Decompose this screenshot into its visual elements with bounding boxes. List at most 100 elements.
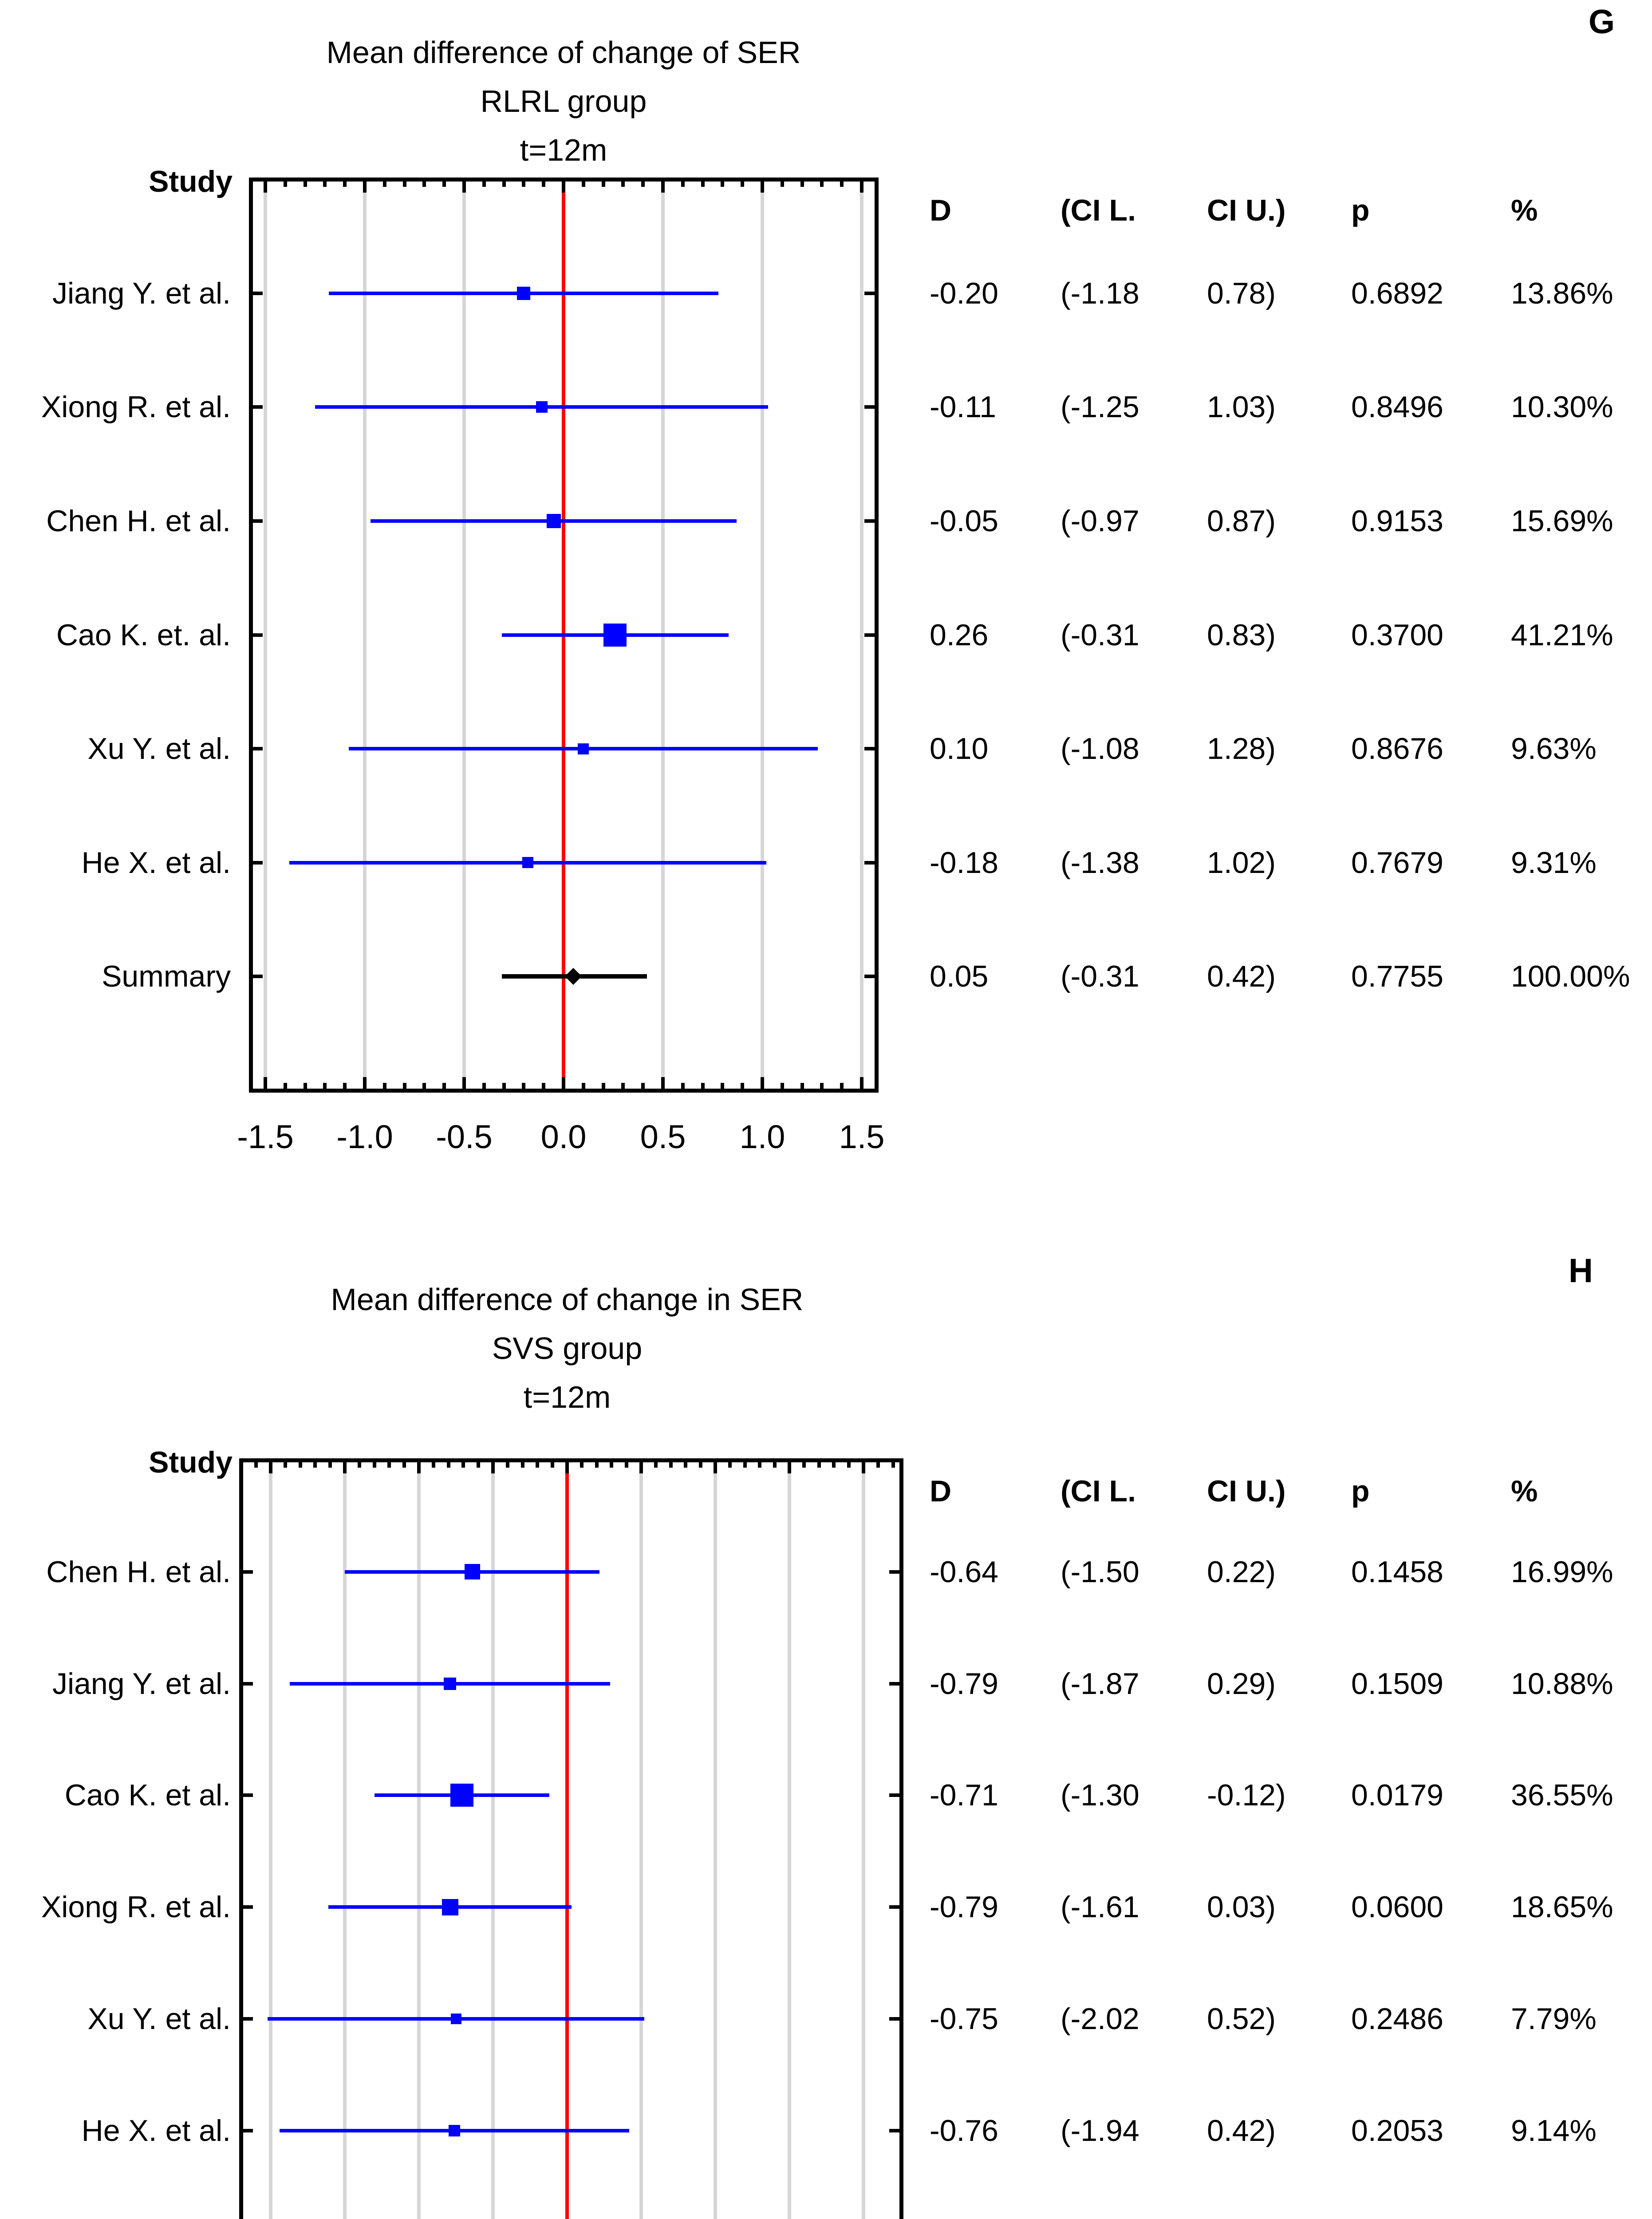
x-axis-major-tick <box>462 1077 466 1089</box>
x-axis-minor-tick <box>328 1462 332 1468</box>
row-tick-right <box>889 1793 901 1797</box>
x-axis-minor-tick <box>581 181 585 187</box>
x-axis-major-tick <box>862 1462 865 1473</box>
effect-marker <box>450 2013 461 2024</box>
effect-marker <box>444 1677 457 1690</box>
major-gridline <box>761 181 764 1089</box>
x-axis-minor-tick <box>780 181 784 187</box>
row-tick-right <box>889 2017 901 2021</box>
table-cell: 9.14% <box>1511 2113 1597 2148</box>
panel-h-title-line-2: SVS group <box>492 1331 643 1366</box>
panel-letter-g: G <box>1589 3 1615 41</box>
table-cell: (-1.87 <box>1061 1666 1139 1701</box>
effect-marker <box>464 1564 480 1580</box>
panel-h-study-column-header: Study <box>149 1445 233 1479</box>
x-axis-minor-tick <box>522 181 526 187</box>
x-axis-minor-tick <box>601 1083 605 1089</box>
major-gridline <box>343 1462 347 2219</box>
x-axis-minor-tick <box>698 1462 702 1468</box>
x-axis-minor-tick <box>343 1083 347 1089</box>
table-cell: 41.21% <box>1511 618 1613 652</box>
effect-marker <box>603 623 627 647</box>
major-gridline <box>862 1462 865 2219</box>
x-axis-minor-tick <box>773 1462 777 1468</box>
x-axis-major-tick <box>363 181 367 193</box>
row-tick-right <box>889 1682 901 1686</box>
table-cell: -0.20 <box>930 276 998 310</box>
plot-frame <box>249 178 879 1093</box>
panel-h-header-p: p <box>1351 1474 1370 1508</box>
major-gridline <box>269 1462 272 2219</box>
major-gridline <box>363 181 367 1089</box>
x-axis-major-tick <box>462 181 466 193</box>
table-cell: 0.6892 <box>1351 276 1443 310</box>
row-tick-left <box>241 1793 253 1797</box>
x-axis-minor-tick <box>313 1462 317 1468</box>
x-axis-minor-tick <box>542 1083 546 1089</box>
table-cell: 1.02) <box>1207 845 1276 880</box>
effect-marker <box>449 2124 461 2136</box>
x-axis-minor-tick <box>382 181 386 187</box>
table-cell: -0.64 <box>930 1555 998 1589</box>
table-cell: 0.1458 <box>1351 1555 1443 1589</box>
table-cell: 0.2486 <box>1351 2002 1443 2036</box>
x-axis-minor-tick <box>800 181 804 187</box>
x-axis-major-tick <box>761 181 764 193</box>
x-axis-minor-tick <box>442 1083 446 1089</box>
table-cell: (-1.18 <box>1061 276 1139 310</box>
table-cell: 0.03) <box>1207 1890 1276 1924</box>
x-axis-minor-tick <box>621 181 625 187</box>
table-cell: 0.42) <box>1207 959 1276 994</box>
x-axis-minor-tick <box>876 1462 880 1468</box>
x-axis-minor-tick <box>542 181 546 187</box>
row-tick-right <box>864 747 876 751</box>
x-axis-major-tick <box>788 1462 791 1473</box>
x-axis-minor-tick <box>728 1462 732 1468</box>
study-label: Jiang Y. et al. <box>52 276 231 310</box>
x-axis-minor-tick <box>402 181 406 187</box>
table-cell: -0.76 <box>930 2113 998 2148</box>
x-axis-minor-tick <box>402 1083 406 1089</box>
x-axis-minor-tick <box>536 1462 540 1468</box>
x-axis-minor-tick <box>580 1462 584 1468</box>
x-axis-minor-tick <box>387 1462 391 1468</box>
x-axis-minor-tick <box>323 181 327 187</box>
x-axis-minor-tick <box>283 1083 287 1089</box>
x-axis-major-tick <box>761 1077 764 1089</box>
effect-marker <box>442 1899 458 1915</box>
x-axis-tick-label: -0.5 <box>436 1118 493 1155</box>
row-tick-right <box>889 1570 901 1574</box>
row-tick-left <box>241 1905 253 1909</box>
row-tick-right <box>889 2128 901 2132</box>
panel-g-header-ci-lower: (CI L. <box>1061 193 1136 227</box>
table-cell: (-0.31 <box>1061 959 1139 994</box>
panel-h-title-line-1: Mean difference of change in SER <box>331 1282 804 1317</box>
x-axis-minor-tick <box>641 181 645 187</box>
panel-g-title-line-3: t=12m <box>520 133 607 167</box>
table-cell: (-0.97 <box>1061 504 1139 538</box>
major-gridline <box>417 1462 421 2219</box>
table-cell: -0.05 <box>930 504 998 538</box>
x-axis-minor-tick <box>595 1462 599 1468</box>
study-label: Cao K. et. al. <box>56 618 231 652</box>
x-axis-minor-tick <box>372 1462 376 1468</box>
panel-g-header-ci-upper: CI U.) <box>1207 193 1286 227</box>
row-tick-left <box>251 861 263 865</box>
table-cell: (-1.38 <box>1061 845 1139 880</box>
x-axis-major-tick <box>565 1462 569 1473</box>
x-axis-minor-tick <box>624 1462 628 1468</box>
x-axis-minor-tick <box>701 1083 705 1089</box>
table-cell: (-0.31 <box>1061 618 1139 652</box>
major-gridline <box>860 181 863 1089</box>
x-axis-minor-tick <box>382 1083 386 1089</box>
panel-h-header-ci-lower: (CI L. <box>1061 1474 1136 1508</box>
table-cell: 0.8496 <box>1351 390 1443 424</box>
table-cell: (-1.94 <box>1061 2113 1139 2148</box>
row-tick-left <box>241 1570 253 1574</box>
panel-letter-h: H <box>1569 1252 1593 1290</box>
x-axis-minor-tick <box>891 1462 895 1468</box>
row-tick-left <box>241 2128 253 2132</box>
table-cell: 9.63% <box>1511 732 1597 766</box>
x-axis-minor-tick <box>780 1083 784 1089</box>
